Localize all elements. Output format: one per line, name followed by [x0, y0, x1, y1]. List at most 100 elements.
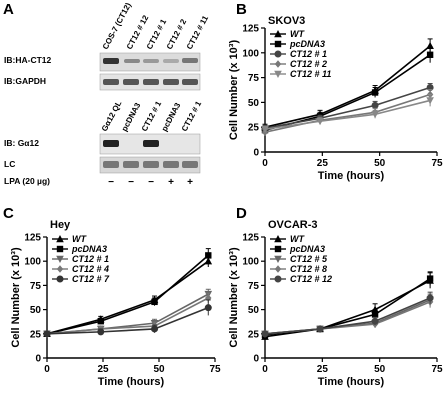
legend-entry: CT12 # 7 [72, 274, 110, 284]
band [143, 161, 159, 168]
band [124, 59, 140, 63]
chart-title: SKOV3 [268, 15, 305, 27]
blot-label-ha-ct12: IB:HA-CT12 [4, 55, 51, 65]
x-tick-label: 75 [431, 158, 443, 169]
legend-marker [274, 235, 282, 243]
data-point [261, 125, 269, 134]
data-point [371, 89, 379, 96]
legend-marker [274, 40, 282, 48]
chart-ovcar3: D OVCAR-3 0 25 50 75 0 25 50 75 100 125 Time (hours)… [228, 205, 443, 388]
x-tick-label: 0 [44, 364, 50, 375]
band [143, 59, 159, 63]
legend-marker [56, 255, 64, 263]
data-point [97, 318, 104, 325]
y-axis-label: Cell Number (x 10³) [228, 40, 240, 141]
y-tick-label: 0 [253, 354, 259, 365]
legend-entry: pcDNA3 [289, 244, 325, 254]
series [261, 272, 434, 340]
lpa-label: LPA (20 µg) [4, 176, 50, 186]
lpa-sign: + [187, 177, 193, 188]
data-point [371, 317, 379, 325]
x-tick-label: 75 [431, 364, 443, 375]
legend-entry: WT [290, 29, 305, 39]
series [261, 291, 434, 338]
x-tick-label: 25 [317, 158, 329, 169]
series-line [264, 93, 431, 133]
legend-entry: WT [290, 234, 305, 244]
data-point [205, 252, 212, 259]
legend-entry: pcDNA3 [71, 244, 107, 254]
x-tick-label: 50 [374, 158, 386, 169]
y-tick-label: 100 [242, 257, 259, 268]
series [261, 46, 434, 134]
series [261, 271, 434, 338]
band [103, 161, 119, 168]
data-point [371, 111, 379, 119]
bottom-lane-labels: Gα12 QL pcDNA3 CT12 # 1 pcDNA3 CT12 # 1 [100, 99, 204, 133]
legend-entry: CT12 # 1 [72, 254, 109, 264]
band [123, 79, 139, 85]
legend-entry: CT12 # 4 [72, 264, 109, 274]
blot-label-galpha12: IB: Gα12 [4, 138, 39, 148]
data-point [97, 328, 105, 336]
series-line [264, 99, 431, 130]
x-tick-label: 25 [97, 364, 109, 375]
y-axis-label: Cell Number (x 10³) [228, 247, 240, 348]
legend-marker [274, 60, 282, 68]
legend-entry: CT12 # 2 [290, 59, 327, 69]
blot-label-lc: LC [4, 159, 15, 169]
band [103, 58, 119, 64]
lpa-sign: − [148, 177, 154, 188]
series [43, 299, 212, 338]
legend-marker [56, 235, 64, 243]
panel-label: D [236, 205, 247, 222]
band [163, 161, 179, 168]
chart-hey: C Hey 0 25 50 75 0 25 50 75 100 125 Time (hours) Cell… [3, 205, 221, 388]
legend-marker [274, 70, 282, 78]
y-tick-label: 100 [24, 257, 41, 268]
x-axis-label: Time (hours) [98, 376, 165, 388]
y-axis-label: Cell Number (x 10³) [10, 247, 22, 348]
legend-entry: CT12 # 11 [290, 69, 331, 79]
band [143, 79, 159, 85]
panel-a-label: A [3, 1, 14, 18]
legend-entry: WT [72, 234, 87, 244]
data-point [261, 330, 269, 338]
chart-skov3: B SKOV3 0 25 50 75 0 25 50 75 100 125 Time (hours) Ce… [228, 1, 443, 182]
panel-label: C [3, 205, 14, 222]
legend-entry: CT12 # 5 [290, 254, 328, 264]
lpa-sign: − [128, 177, 134, 188]
y-tick-label: 50 [30, 305, 42, 316]
data-point [316, 325, 324, 333]
legend-entry: CT12 # 1 [290, 49, 327, 59]
series-line [264, 86, 431, 129]
x-tick-label: 25 [317, 364, 329, 375]
y-tick-label: 125 [242, 24, 259, 35]
x-tick-label: 50 [153, 364, 165, 375]
series-line [46, 297, 209, 335]
chart-title: Hey [50, 219, 71, 231]
y-tick-label: 50 [248, 305, 260, 316]
series-line [46, 254, 209, 335]
series-line [264, 299, 431, 335]
y-tick-label: 75 [248, 73, 260, 84]
series [261, 83, 434, 132]
data-point [371, 311, 379, 318]
data-point [43, 330, 51, 338]
y-tick-label: 25 [30, 329, 42, 340]
y-tick-label: 75 [30, 281, 42, 292]
lpa-sign: − [108, 177, 114, 188]
x-axis-label: Time (hours) [318, 376, 385, 388]
data-point [205, 294, 212, 302]
band [182, 79, 198, 85]
band [163, 59, 179, 63]
x-tick-label: 75 [209, 364, 221, 375]
lane-label: CT12 # 1 [180, 99, 204, 133]
panel-label: B [236, 1, 247, 18]
chart-title: OVCAR-3 [268, 219, 318, 231]
legend-marker [274, 245, 282, 253]
band [143, 140, 159, 147]
blot-label-gapdh: IB:GAPDH [4, 76, 46, 86]
